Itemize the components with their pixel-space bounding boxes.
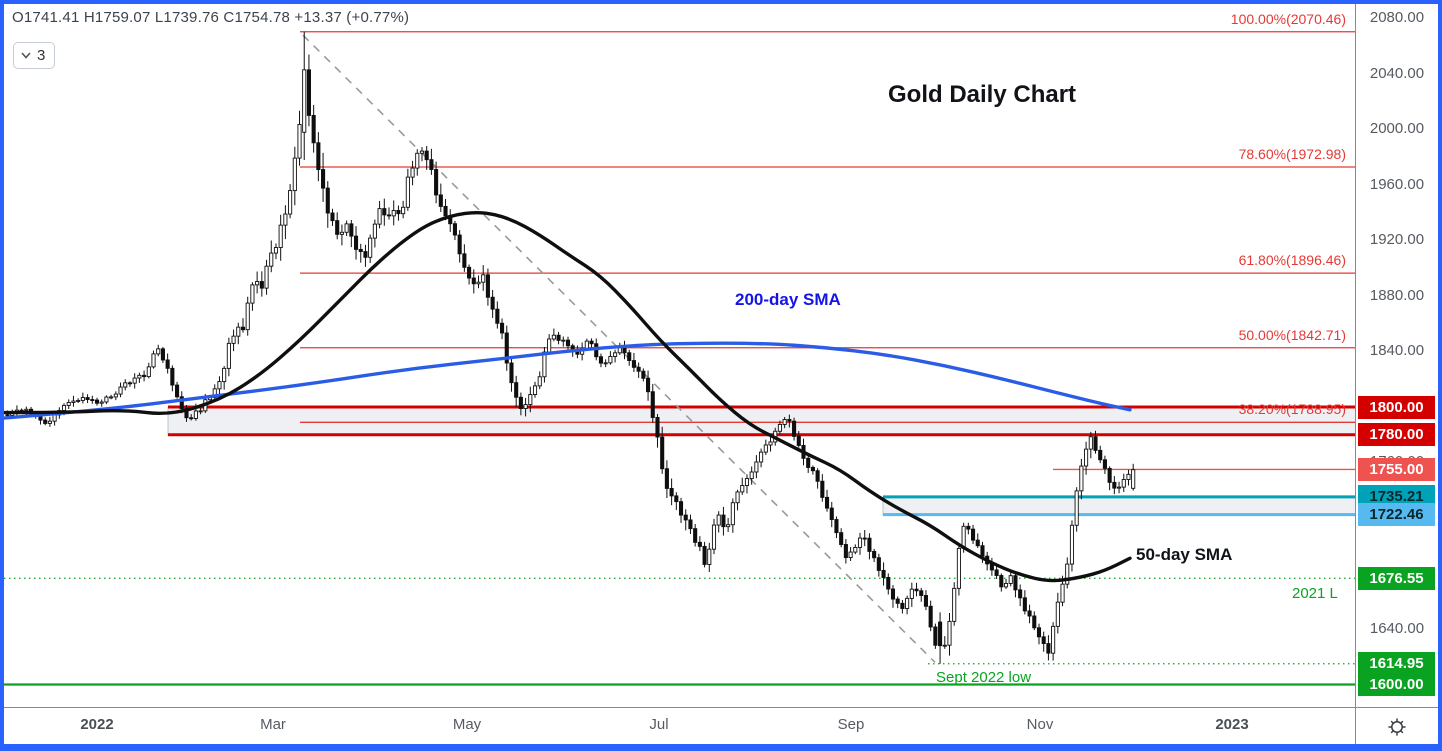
time-axis-label: Nov <box>1026 716 1054 733</box>
price-axis[interactable]: 2080.00 2040.00 2000.00 1960.00 1920.00 1880.… <box>1355 4 1438 707</box>
price-level-badge: 1800.00 <box>1358 395 1435 419</box>
gear-icon <box>1385 715 1409 739</box>
price-axis-label: 1920.00 <box>1369 231 1425 248</box>
sma200-label: 200-day SMA <box>735 290 841 309</box>
price-level-badge: 1780.00 <box>1358 423 1435 447</box>
object-tree-count: 3 <box>37 47 46 64</box>
price-axis-label: 1880.00 <box>1369 286 1425 304</box>
annotation-label: Sept 2022 low <box>936 669 1032 686</box>
price-level-badge: 1600.00 <box>1358 673 1435 696</box>
object-tree-button[interactable]: 3 <box>13 42 56 69</box>
price-axis-label: 1960.00 <box>1369 175 1425 193</box>
price-axis-label: 2000.00 <box>1369 120 1425 137</box>
levels-group <box>4 405 1355 686</box>
time-axis[interactable]: 2022 Mar May Jul Sep Nov 2023 <box>4 707 1355 745</box>
price-axis-label: 2040.00 <box>1369 64 1425 82</box>
axis-corner <box>1355 707 1438 745</box>
time-axis-label: 2023 <box>1215 716 1249 733</box>
chart-title: Gold Daily Chart <box>888 81 1077 108</box>
fib-level-label: 38.20%(1788.95) <box>1238 401 1346 418</box>
sma200-line <box>4 341 1132 420</box>
fib-level-label: 78.60%(1972.98) <box>1238 145 1346 162</box>
fib-level-label: 100.00%(2070.46) <box>1230 10 1346 27</box>
chart-pane: O1741.41 H1759.07 L1739.76 C1754.78 +13.… <box>4 4 1355 707</box>
price-level-badge: 1614.95 <box>1358 652 1435 676</box>
time-axis-label: Jul <box>649 716 669 733</box>
price-level-badge: 1722.46 <box>1358 503 1435 527</box>
time-axis-label: May <box>452 716 482 733</box>
price-level-badge: 1755.00 <box>1358 457 1435 481</box>
chart-canvas[interactable] <box>4 4 1355 707</box>
settings-button[interactable] <box>1385 715 1409 739</box>
fib-level-label: 61.80%(1896.46) <box>1238 252 1346 269</box>
time-axis-label: 2022 <box>80 716 114 733</box>
sma50-label: 50-day SMA <box>1136 545 1233 564</box>
fib-lines-group <box>300 31 1355 423</box>
ohlc-readout: O1741.41 H1759.07 L1739.76 C1754.78 +13.… <box>12 9 410 26</box>
price-axis-label: 1840.00 <box>1369 342 1425 359</box>
price-axis-label: 1640.00 <box>1369 619 1425 637</box>
price-level-badge: 1735.21 <box>1358 485 1435 509</box>
price-level-badge: 1676.55 <box>1358 566 1435 590</box>
trendline-dashed <box>302 34 936 663</box>
annotation-label: 2021 L <box>1292 585 1338 602</box>
time-axis-label: Mar <box>260 716 286 733</box>
price-axis-label: 2080.00 <box>1369 9 1425 26</box>
time-axis-label: Sep <box>837 716 865 733</box>
fib-level-label: 50.00%(1842.71) <box>1238 326 1346 343</box>
sma50-line <box>4 210 1132 583</box>
chevron-down-icon <box>21 52 31 59</box>
